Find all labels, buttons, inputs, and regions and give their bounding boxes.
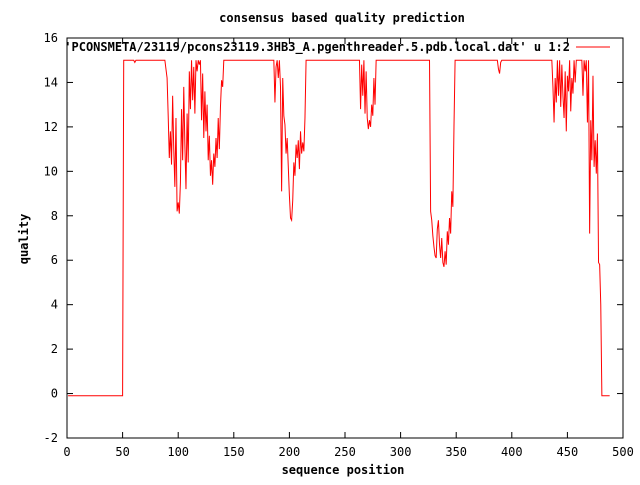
x-tick-label: 50 [115, 445, 129, 459]
x-tick-label: 250 [334, 445, 356, 459]
plot-frame [66, 37, 624, 439]
x-tick-label: 0 [63, 445, 70, 459]
legend-label: 'PCONSMETA/23119/pcons23119.3HB3_A.pgent… [64, 40, 570, 55]
y-tick-label: 6 [51, 253, 58, 267]
y-tick-label: 4 [51, 298, 58, 312]
x-tick-label: 400 [501, 445, 523, 459]
y-axis-label: quality [17, 214, 31, 265]
y-tick-label: 12 [44, 120, 58, 134]
legend: 'PCONSMETA/23119/pcons23119.3HB3_A.pgent… [64, 40, 610, 55]
x-tick-label: 500 [612, 445, 634, 459]
y-tick-label: -2 [44, 431, 58, 445]
x-tick-label: 300 [390, 445, 412, 459]
y-tick-label: 8 [51, 209, 58, 223]
series-layer [68, 59, 610, 397]
y-tick-label: 16 [44, 31, 58, 45]
y-tick-label: 0 [51, 387, 58, 401]
x-tick-label: 200 [279, 445, 301, 459]
x-tick-label: 350 [445, 445, 467, 459]
chart-title: consensus based quality prediction [219, 11, 465, 25]
axes-layer: 0 50 100 150 200 250 300 350 400 450 500 -2 0 2 4 6 8 10 1… [44, 31, 634, 459]
x-tick-label: 100 [167, 445, 189, 459]
x-tick-label: 150 [223, 445, 245, 459]
y-tick-label: 14 [44, 75, 58, 89]
series-line-0 [68, 59, 610, 397]
x-tick-label: 450 [557, 445, 579, 459]
x-axis-label: sequence position [282, 463, 405, 477]
y-tick-label: 2 [51, 342, 58, 356]
y-tick-label: 10 [44, 164, 58, 178]
